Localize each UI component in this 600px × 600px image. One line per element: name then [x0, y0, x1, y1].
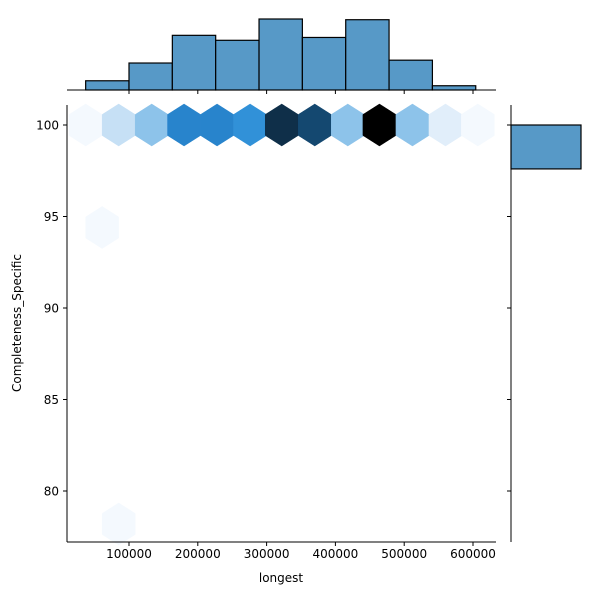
y-tick-label: 100: [36, 119, 59, 133]
y-tick-label: 90: [44, 302, 59, 316]
hexbin-cell: [331, 103, 365, 147]
y-axis-ticks: 80 85 90 95 100: [36, 119, 511, 499]
x-tick-label: 600000: [450, 547, 496, 561]
y-tick-label: 85: [44, 393, 59, 407]
hexbin-cell: [233, 103, 267, 147]
x-tick-label: 400000: [312, 547, 358, 561]
histogram-bar: [258, 18, 303, 91]
histogram-bar: [388, 59, 434, 91]
hexbin-cell: [461, 103, 495, 147]
y-axis-label: Completeness_Specific: [10, 254, 24, 392]
x-axis-label: longest: [259, 571, 304, 585]
marginal-y-histogram: [510, 124, 582, 170]
hexbin-cell: [395, 103, 430, 147]
histogram-bar: [510, 124, 582, 170]
histogram-bar: [85, 80, 130, 91]
histogram-bar: [431, 85, 477, 91]
hexbin-cell: [362, 103, 397, 147]
hexbin-cell: [200, 103, 234, 147]
x-tick-label: 300000: [244, 547, 290, 561]
hexbin-cell: [85, 206, 119, 249]
histogram-bar: [128, 62, 173, 91]
hexbin-cell: [264, 103, 299, 147]
hexbin-cell: [428, 103, 463, 147]
x-axis-ticks: 100000 200000 300000 400000 500000 600000: [106, 90, 496, 561]
hexbin-layer: [68, 103, 495, 546]
histogram-bar: [215, 39, 260, 91]
hexbin-cell: [101, 103, 136, 147]
x-tick-label: 100000: [106, 547, 152, 561]
y-tick-label: 80: [44, 485, 59, 499]
histogram-bar: [345, 19, 390, 91]
x-tick-label: 200000: [175, 547, 221, 561]
hexbin-cell: [298, 103, 332, 147]
y-tick-label: 95: [44, 210, 59, 224]
hexbin-cell: [68, 103, 103, 147]
marginal-x-histogram: [85, 18, 477, 91]
hexbin-cell: [134, 103, 169, 147]
hexbin-cell: [167, 103, 201, 147]
x-tick-label: 500000: [381, 547, 427, 561]
hexbin-cell: [101, 502, 136, 546]
histogram-bar: [171, 34, 217, 91]
histogram-bar: [301, 36, 347, 91]
